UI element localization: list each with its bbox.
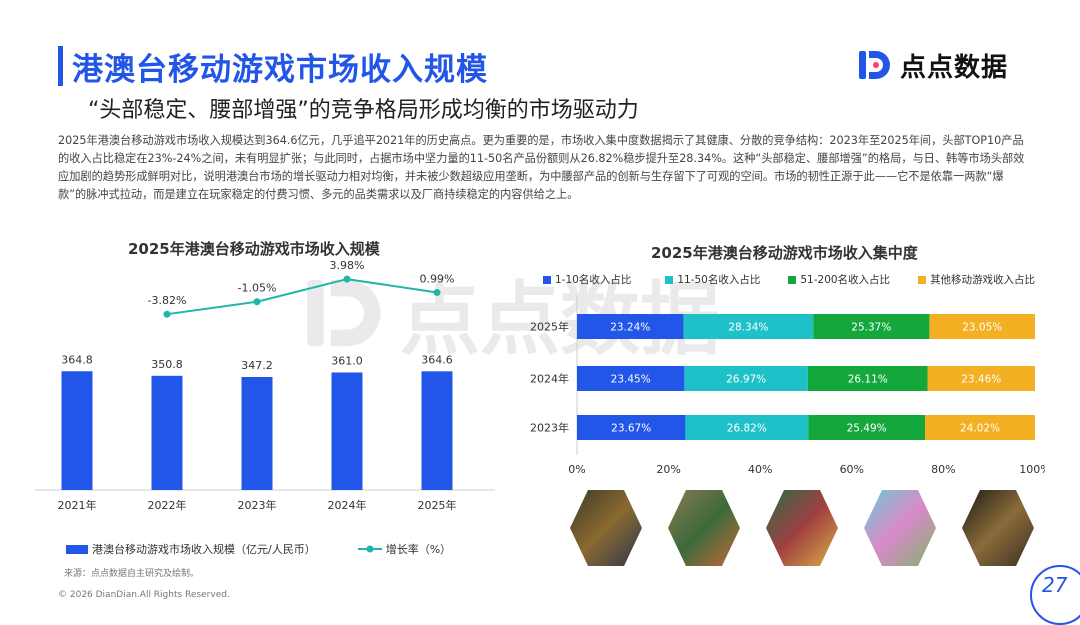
right-chart-title: 2025年港澳台移动游戏市场收入集中度 [651, 244, 918, 262]
stacked-segment [577, 415, 686, 440]
segment-data-label: 24.02% [960, 423, 1000, 435]
game-thumbnails [570, 490, 1060, 566]
x-tick-label: 80% [931, 463, 955, 476]
stacked-segment [577, 366, 685, 391]
legend-swatch [543, 275, 551, 284]
game-thumbnail [766, 490, 838, 566]
revenue-bar [421, 371, 453, 490]
x-tick-label: 40% [748, 463, 772, 476]
segment-data-label: 23.67% [611, 423, 651, 435]
x-tick-label: 2022年 [148, 498, 187, 512]
x-tick-label: 20% [656, 463, 680, 476]
x-tick-label: 2025年 [418, 498, 457, 512]
diandian-logo-icon [859, 51, 890, 79]
legend-label: 51-200名收入占比 [800, 274, 891, 286]
bar-data-label: 364.6 [421, 353, 453, 366]
revenue-bar [331, 372, 363, 490]
game-thumbnail [864, 490, 936, 566]
concentration-chart: 2025年 23.24% 28.34% 25.37% 23.05% 2024年 23.45%… [530, 295, 1045, 476]
legend-item-11-50: 11-50名收入占比 [665, 272, 760, 287]
segment-data-label: 26.97% [726, 374, 766, 386]
legend-item-others: 其他移动游戏收入占比 [918, 272, 1035, 287]
x-tick-label: 60% [840, 463, 864, 476]
legend-label: 11-50名收入占比 [677, 274, 761, 286]
segment-data-label: 23.45% [611, 374, 651, 386]
segment-data-label: 26.82% [727, 423, 767, 435]
growth-rate-point [343, 275, 351, 283]
growth-data-label: -1.05% [238, 282, 277, 295]
legend-item-top10: 1-10名收入占比 [543, 272, 631, 287]
copyright: © 2026 DianDian.All Rights Reserved. [58, 590, 230, 600]
stacked-segment [813, 314, 930, 339]
page-title: 港澳台移动游戏市场收入规模 [72, 52, 488, 88]
right-chart-legend: 1-10名收入占比 11-50名收入占比 51-200名收入占比 其他移动游戏收… [543, 272, 1049, 287]
segment-data-label: 28.34% [728, 322, 768, 334]
x-tick-label: 100% [1019, 463, 1045, 476]
segment-data-label: 25.49% [847, 423, 887, 435]
page-subtitle: “头部稳定、腰部增强”的竞争格局形成均衡的市场驱动力 [88, 98, 639, 123]
legend-item-51-200: 51-200名收入占比 [788, 272, 890, 287]
game-thumbnail [570, 490, 642, 566]
left-chart-title: 2025年港澳台移动游戏市场收入规模 [128, 240, 380, 258]
stacked-segment [924, 415, 1035, 440]
segment-data-label: 26.11% [848, 374, 888, 386]
title-accent-bar [58, 46, 63, 86]
legend-swatch [665, 275, 674, 284]
revenue-bar [151, 375, 183, 490]
legend-swatch-bar [66, 544, 88, 554]
segment-data-label: 23.24% [610, 322, 650, 334]
game-thumbnail [668, 490, 740, 566]
y-tick-label: 2024年 [530, 372, 569, 386]
bar-data-label: 350.8 [151, 358, 183, 371]
legend-label: 其他移动游戏收入占比 [930, 274, 1036, 286]
bar-data-label: 347.2 [241, 359, 273, 372]
revenue-chart: 364.8 2021年 350.8 2022年 347.2 2023年 361.0 2024年… [35, 260, 495, 512]
x-tick-label: 2021年 [58, 498, 97, 512]
segment-data-label: 23.05% [962, 322, 1002, 334]
page-number: 27 [1042, 573, 1068, 597]
revenue-bar [61, 371, 93, 490]
legend-line-marker-icon [357, 545, 382, 553]
y-tick-label: 2023年 [530, 421, 569, 435]
stacked-segment [927, 366, 1035, 391]
growth-data-label: 3.98% [330, 260, 365, 272]
legend-swatch [788, 275, 797, 284]
legend-label-growth: 增长率（%） [385, 543, 452, 556]
description-paragraph: 2025年港澳台移动游戏市场收入规模达到364.6亿元，几乎追平2021年的历史… [58, 134, 1025, 201]
growth-rate-point [163, 310, 171, 318]
source-note: 来源：点点数据自主研究及绘制。 [64, 569, 200, 579]
segment-data-label: 23.46% [961, 374, 1001, 386]
stacked-segment [808, 415, 925, 440]
left-chart-legend: 港澳台移动游戏市场收入规模（亿元/人民币） 增长率（%） [66, 541, 465, 557]
segment-data-label: 25.37% [851, 322, 891, 334]
game-thumbnail [962, 490, 1034, 566]
growth-data-label: 0.99% [420, 273, 455, 286]
x-tick-label: 2024年 [328, 498, 367, 512]
stacked-segment [929, 314, 1035, 339]
bar-data-label: 361.0 [331, 354, 363, 367]
legend-label-revenue: 港澳台移动游戏市场收入规模（亿元/人民币） [92, 543, 316, 556]
growth-rate-point [433, 289, 441, 297]
watermark-logo-icon [307, 279, 381, 347]
stacked-segment [577, 314, 684, 339]
growth-data-label: -3.82% [148, 294, 187, 307]
stacked-segment [683, 314, 814, 339]
stacked-segment [685, 415, 809, 440]
x-tick-label: 0% [568, 463, 585, 476]
legend-swatch [918, 275, 927, 284]
logo-text: 点点数据 [900, 52, 1009, 83]
growth-rate-point [253, 298, 261, 306]
revenue-bar [241, 376, 273, 490]
bar-data-label: 364.8 [61, 353, 93, 366]
x-tick-label: 2023年 [238, 498, 277, 512]
legend-item-revenue: 港澳台移动游戏市场收入规模（亿元/人民币） [66, 541, 316, 557]
page-number-badge: 27 [1030, 565, 1080, 625]
stacked-segment [807, 366, 928, 391]
stacked-segment [684, 366, 808, 391]
legend-label: 1-10名收入占比 [555, 274, 632, 286]
y-tick-label: 2025年 [530, 320, 569, 334]
legend-item-growth: 增长率（%） [357, 541, 452, 557]
growth-rate-line [166, 278, 438, 316]
brand-logo: 点点数据 [856, 46, 1008, 84]
